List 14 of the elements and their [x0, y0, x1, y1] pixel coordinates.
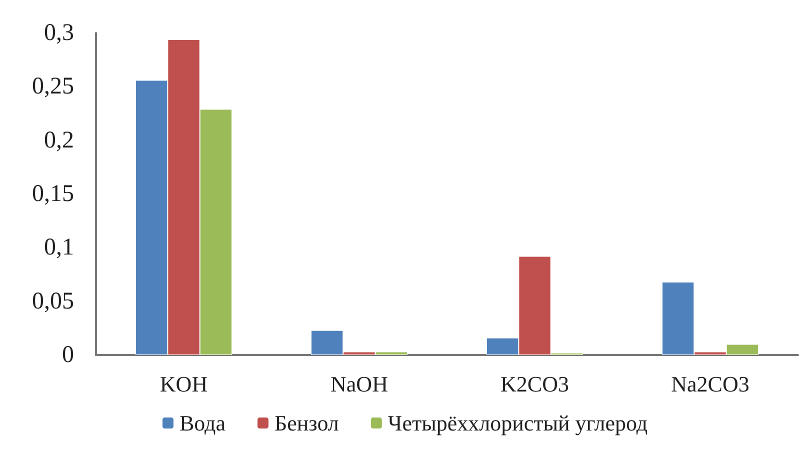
y-tick-label: 0,1: [44, 234, 74, 261]
y-tick-label: 0,2: [44, 127, 74, 154]
y-tick-label: 0,15: [32, 181, 74, 207]
y-tick-label: 0: [62, 342, 74, 368]
legend-label: Вода: [179, 410, 226, 436]
legend-label: Бензол: [274, 410, 339, 436]
x-tick-label: NaOH: [330, 372, 388, 396]
y-tick-label: 0,3: [44, 20, 74, 46]
x-tick-label: K2CO3: [500, 372, 569, 396]
x-tick-label: Na2CO3: [671, 372, 750, 396]
x-tick-label: KOH: [160, 372, 208, 396]
y-tick-label: 0,25: [32, 74, 74, 100]
y-tick-label: 0,05: [32, 288, 74, 314]
legend-label: Четырёххлористый углерод: [388, 410, 648, 436]
